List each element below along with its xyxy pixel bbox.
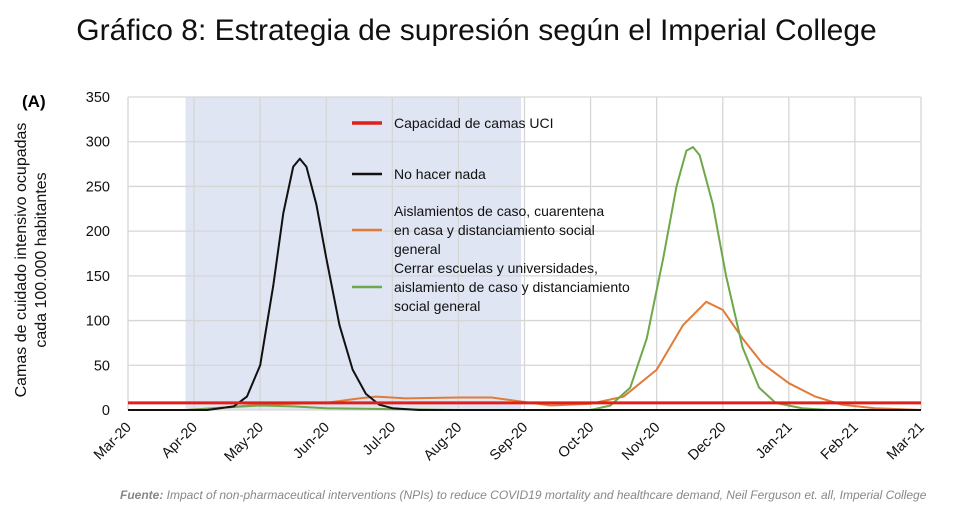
legend-label: Capacidad de camas UCI [394, 115, 554, 131]
y-tick-label: 250 [86, 179, 110, 195]
panel-label: (A) [22, 92, 46, 111]
x-tick-label: Feb-21 [818, 420, 862, 464]
source-note: Fuente: Impact of non-pharmaceutical int… [120, 488, 940, 503]
x-tick-label: Jun-20 [290, 420, 333, 463]
y-tick-label: 100 [86, 314, 110, 330]
chart-title: Gráfico 8: Estrategia de supresión según… [76, 14, 877, 47]
x-tick-label: Aug-20 [421, 420, 465, 464]
x-tick-label: Dec-20 [685, 420, 729, 464]
series-line [128, 157, 921, 411]
x-tick-label: May-20 [221, 420, 267, 466]
y-tick-label: 0 [102, 403, 110, 419]
y-tick-label: 300 [86, 135, 110, 151]
source-text: Impact of non-pharmaceutical interventio… [163, 488, 927, 502]
shaded-period [185, 97, 522, 410]
x-tick-label: Mar-20 [91, 420, 135, 464]
x-tick-label: Jul-20 [360, 420, 399, 459]
series-line [128, 146, 921, 411]
x-tick-label: Mar-21 [884, 420, 928, 464]
y-tick-label: 350 [86, 90, 110, 106]
x-tick-label: Jan-21 [753, 420, 796, 463]
x-tick-label: Oct-20 [555, 420, 597, 462]
y-tick-label: 50 [94, 358, 110, 374]
legend-label: No hacer nada [394, 166, 486, 182]
x-tick-label: Sep-20 [487, 420, 531, 464]
y-tick-label: 200 [86, 224, 110, 240]
y-tick-label: 150 [86, 269, 110, 285]
source-label: Fuente: [120, 488, 164, 502]
legend-label: Aislamientos de caso, cuarentena en casa … [394, 203, 604, 257]
x-tick-label: Nov-20 [619, 420, 663, 464]
legend-label: Cerrar escuelas y universidades, aislamie… [394, 260, 630, 314]
x-tick-label: Apr-20 [159, 420, 201, 462]
